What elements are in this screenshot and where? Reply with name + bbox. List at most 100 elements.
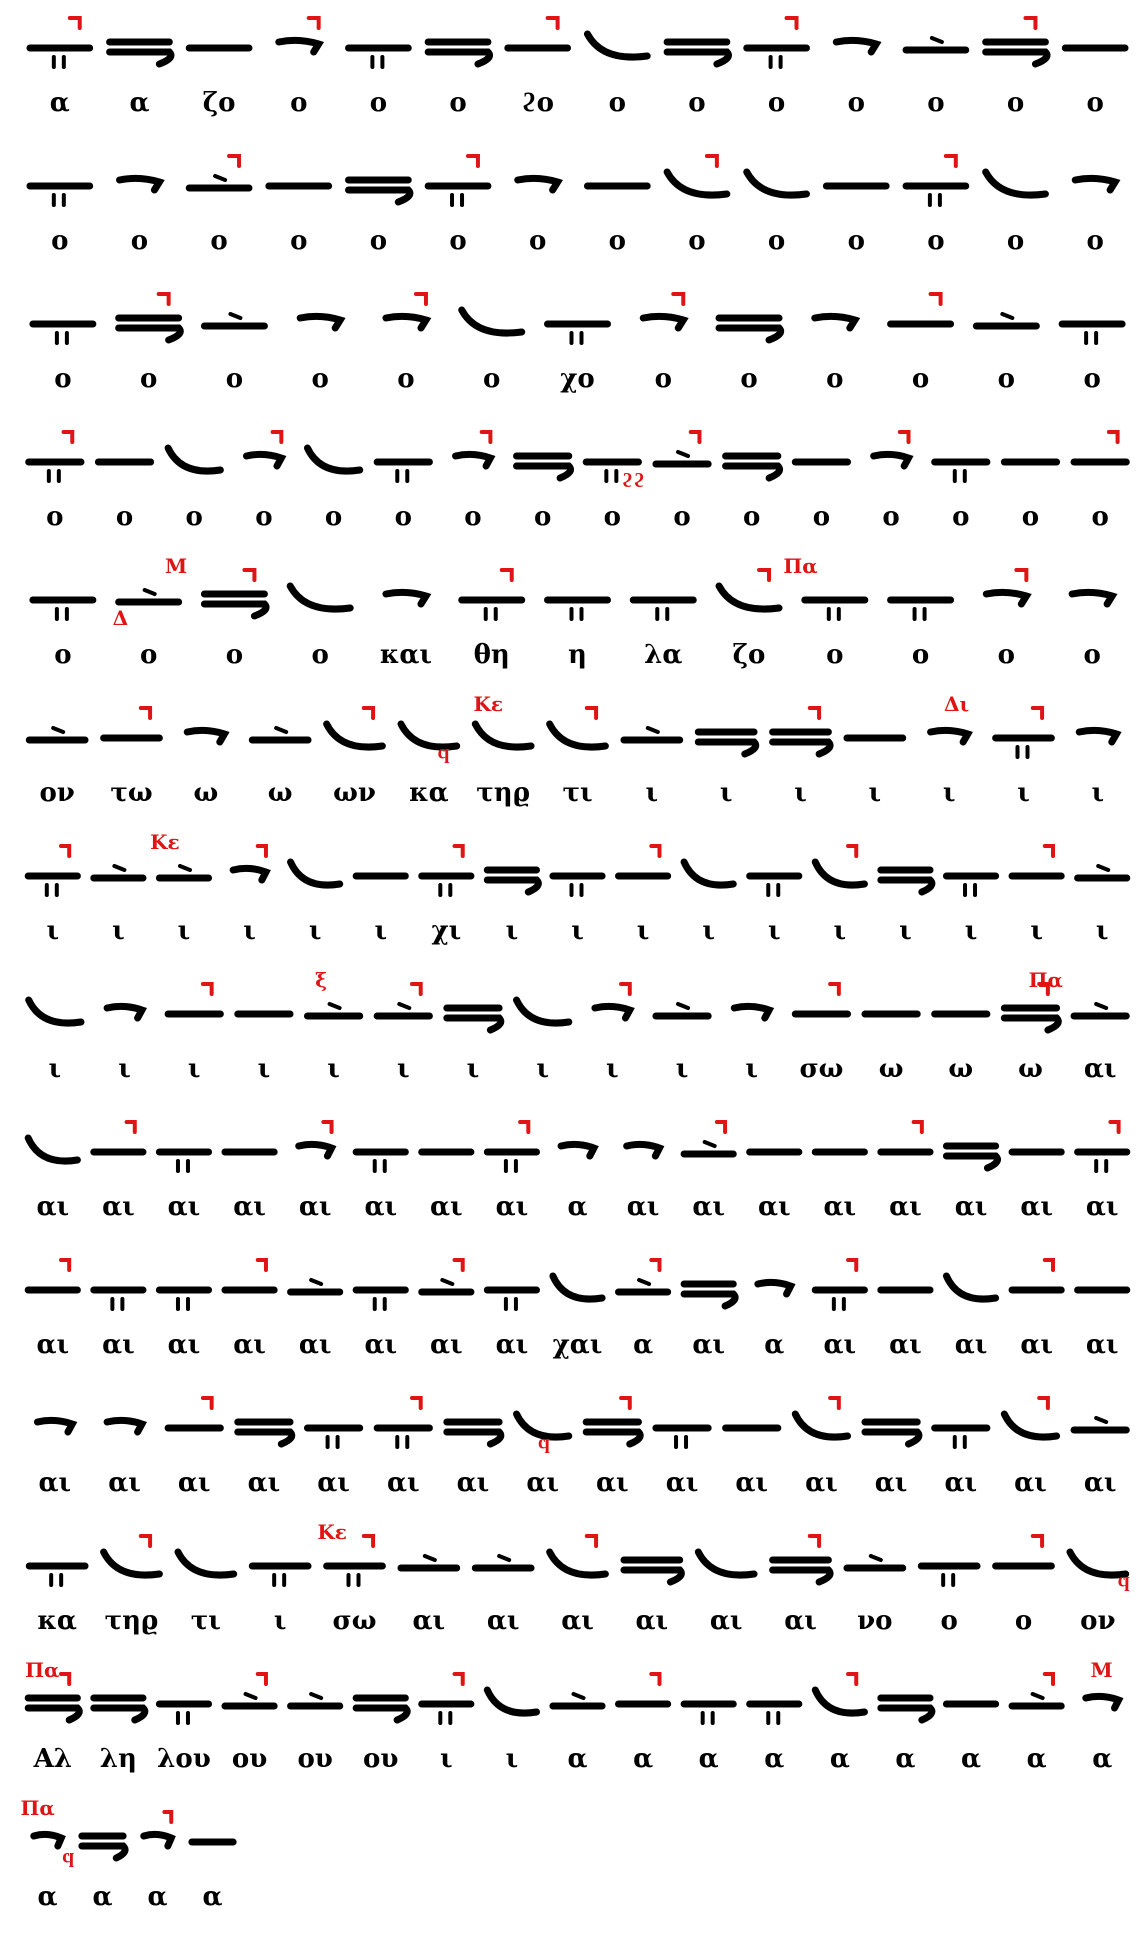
neume bbox=[1000, 982, 1062, 1034]
syllable: και bbox=[379, 640, 432, 670]
neume-strip bbox=[26, 16, 1129, 69]
neume bbox=[155, 1148, 213, 1173]
neume bbox=[418, 844, 475, 897]
syllable: ο bbox=[394, 502, 412, 532]
syllable: αι bbox=[889, 1192, 922, 1222]
neume bbox=[90, 1286, 147, 1311]
syllable: ι bbox=[396, 1054, 410, 1084]
syllable: ο bbox=[46, 502, 64, 532]
neume bbox=[652, 1002, 712, 1020]
neume bbox=[832, 36, 882, 56]
neume bbox=[694, 1548, 758, 1579]
neume bbox=[546, 706, 609, 751]
neume bbox=[982, 16, 1051, 68]
syllable: θη bbox=[473, 640, 510, 670]
syllable: αι bbox=[784, 1606, 817, 1636]
notation-system: αι αι αι αι αι αι αι αι χαι α αι α αι αι αι αι αι bbox=[0, 1246, 1147, 1384]
syllable: ο bbox=[311, 640, 329, 670]
syllable: τι bbox=[562, 778, 593, 808]
syllable: ι bbox=[636, 916, 650, 946]
syllable: αι bbox=[823, 1192, 857, 1222]
neume bbox=[583, 30, 651, 61]
neume bbox=[234, 1418, 296, 1448]
syllable: λη bbox=[99, 1744, 137, 1774]
syllable: ο bbox=[449, 226, 467, 256]
syllable: αι bbox=[412, 1606, 446, 1636]
syllable: ι bbox=[964, 916, 978, 946]
syllable: ου bbox=[297, 1744, 333, 1774]
neume bbox=[942, 1272, 1000, 1303]
neume bbox=[303, 1424, 364, 1449]
syllable: ο bbox=[139, 640, 158, 670]
syllable: ι bbox=[571, 916, 584, 946]
syllable: αι bbox=[102, 1330, 135, 1360]
neume bbox=[452, 430, 496, 470]
syllable: αι bbox=[954, 1330, 988, 1360]
syllable: ι bbox=[1095, 916, 1109, 946]
neume bbox=[155, 864, 213, 882]
neume bbox=[183, 726, 230, 746]
neume bbox=[652, 1424, 712, 1449]
syllable: αι bbox=[456, 1468, 490, 1498]
syllable: ο bbox=[603, 502, 622, 532]
neume bbox=[373, 982, 433, 1020]
syllable: αι bbox=[495, 1192, 529, 1222]
neume bbox=[471, 720, 535, 751]
syllable: ο bbox=[483, 364, 501, 394]
neume-strip bbox=[24, 844, 1131, 897]
neume bbox=[877, 866, 936, 896]
neume bbox=[614, 1258, 672, 1296]
syllable: ο bbox=[740, 364, 758, 394]
syllable: ι bbox=[942, 778, 956, 808]
syllable: αι bbox=[757, 1192, 791, 1222]
neume bbox=[373, 458, 433, 483]
neume bbox=[513, 996, 573, 1027]
syllable: ο bbox=[1083, 364, 1101, 394]
syllable: ο bbox=[210, 226, 228, 256]
syllable: αι bbox=[233, 1192, 266, 1222]
syllable: ι bbox=[536, 1054, 549, 1084]
syllable: ο bbox=[911, 640, 930, 670]
syllable: α bbox=[567, 1744, 588, 1774]
neume bbox=[927, 726, 973, 746]
neume bbox=[582, 458, 642, 483]
neume bbox=[639, 292, 689, 332]
syllable: ο bbox=[449, 88, 467, 118]
notation-system: ο ο ο ο ο ο ο ο ο ο ο ο ο ο ο ο ϩϩ bbox=[0, 418, 1147, 556]
syllable: ο bbox=[369, 88, 388, 118]
syllable: α bbox=[92, 1882, 113, 1912]
neume bbox=[715, 314, 785, 344]
red-mark: Δι bbox=[943, 692, 970, 716]
neume bbox=[843, 1554, 907, 1572]
neume bbox=[544, 320, 611, 345]
neume bbox=[694, 728, 760, 758]
neume bbox=[746, 1700, 803, 1725]
red-mark: Κε bbox=[150, 830, 180, 854]
syllable: αι bbox=[317, 1468, 350, 1498]
neume bbox=[115, 292, 184, 344]
syllable: αι bbox=[233, 1330, 266, 1360]
neume bbox=[887, 292, 955, 328]
neume bbox=[972, 312, 1040, 330]
syllable: ο bbox=[608, 226, 626, 256]
syllable: αι bbox=[430, 1192, 463, 1222]
neume bbox=[248, 726, 312, 744]
syllable: ο bbox=[1014, 1606, 1033, 1636]
neume bbox=[164, 982, 224, 1018]
neume bbox=[24, 1672, 83, 1724]
syllable: αι bbox=[36, 1330, 70, 1360]
neume bbox=[680, 858, 737, 889]
syllable: ου bbox=[363, 1744, 399, 1774]
red-mark: Μ bbox=[165, 554, 188, 578]
syllable: αι bbox=[298, 1330, 332, 1360]
syllable: α bbox=[202, 1882, 223, 1912]
red-mark: ϥ bbox=[538, 1434, 550, 1458]
neume bbox=[174, 1548, 238, 1579]
neume bbox=[345, 44, 412, 69]
neume bbox=[680, 1120, 737, 1158]
syllable: ο bbox=[997, 364, 1016, 394]
syllable: τω bbox=[110, 778, 153, 808]
neume bbox=[680, 1280, 739, 1310]
neume bbox=[248, 1562, 312, 1587]
